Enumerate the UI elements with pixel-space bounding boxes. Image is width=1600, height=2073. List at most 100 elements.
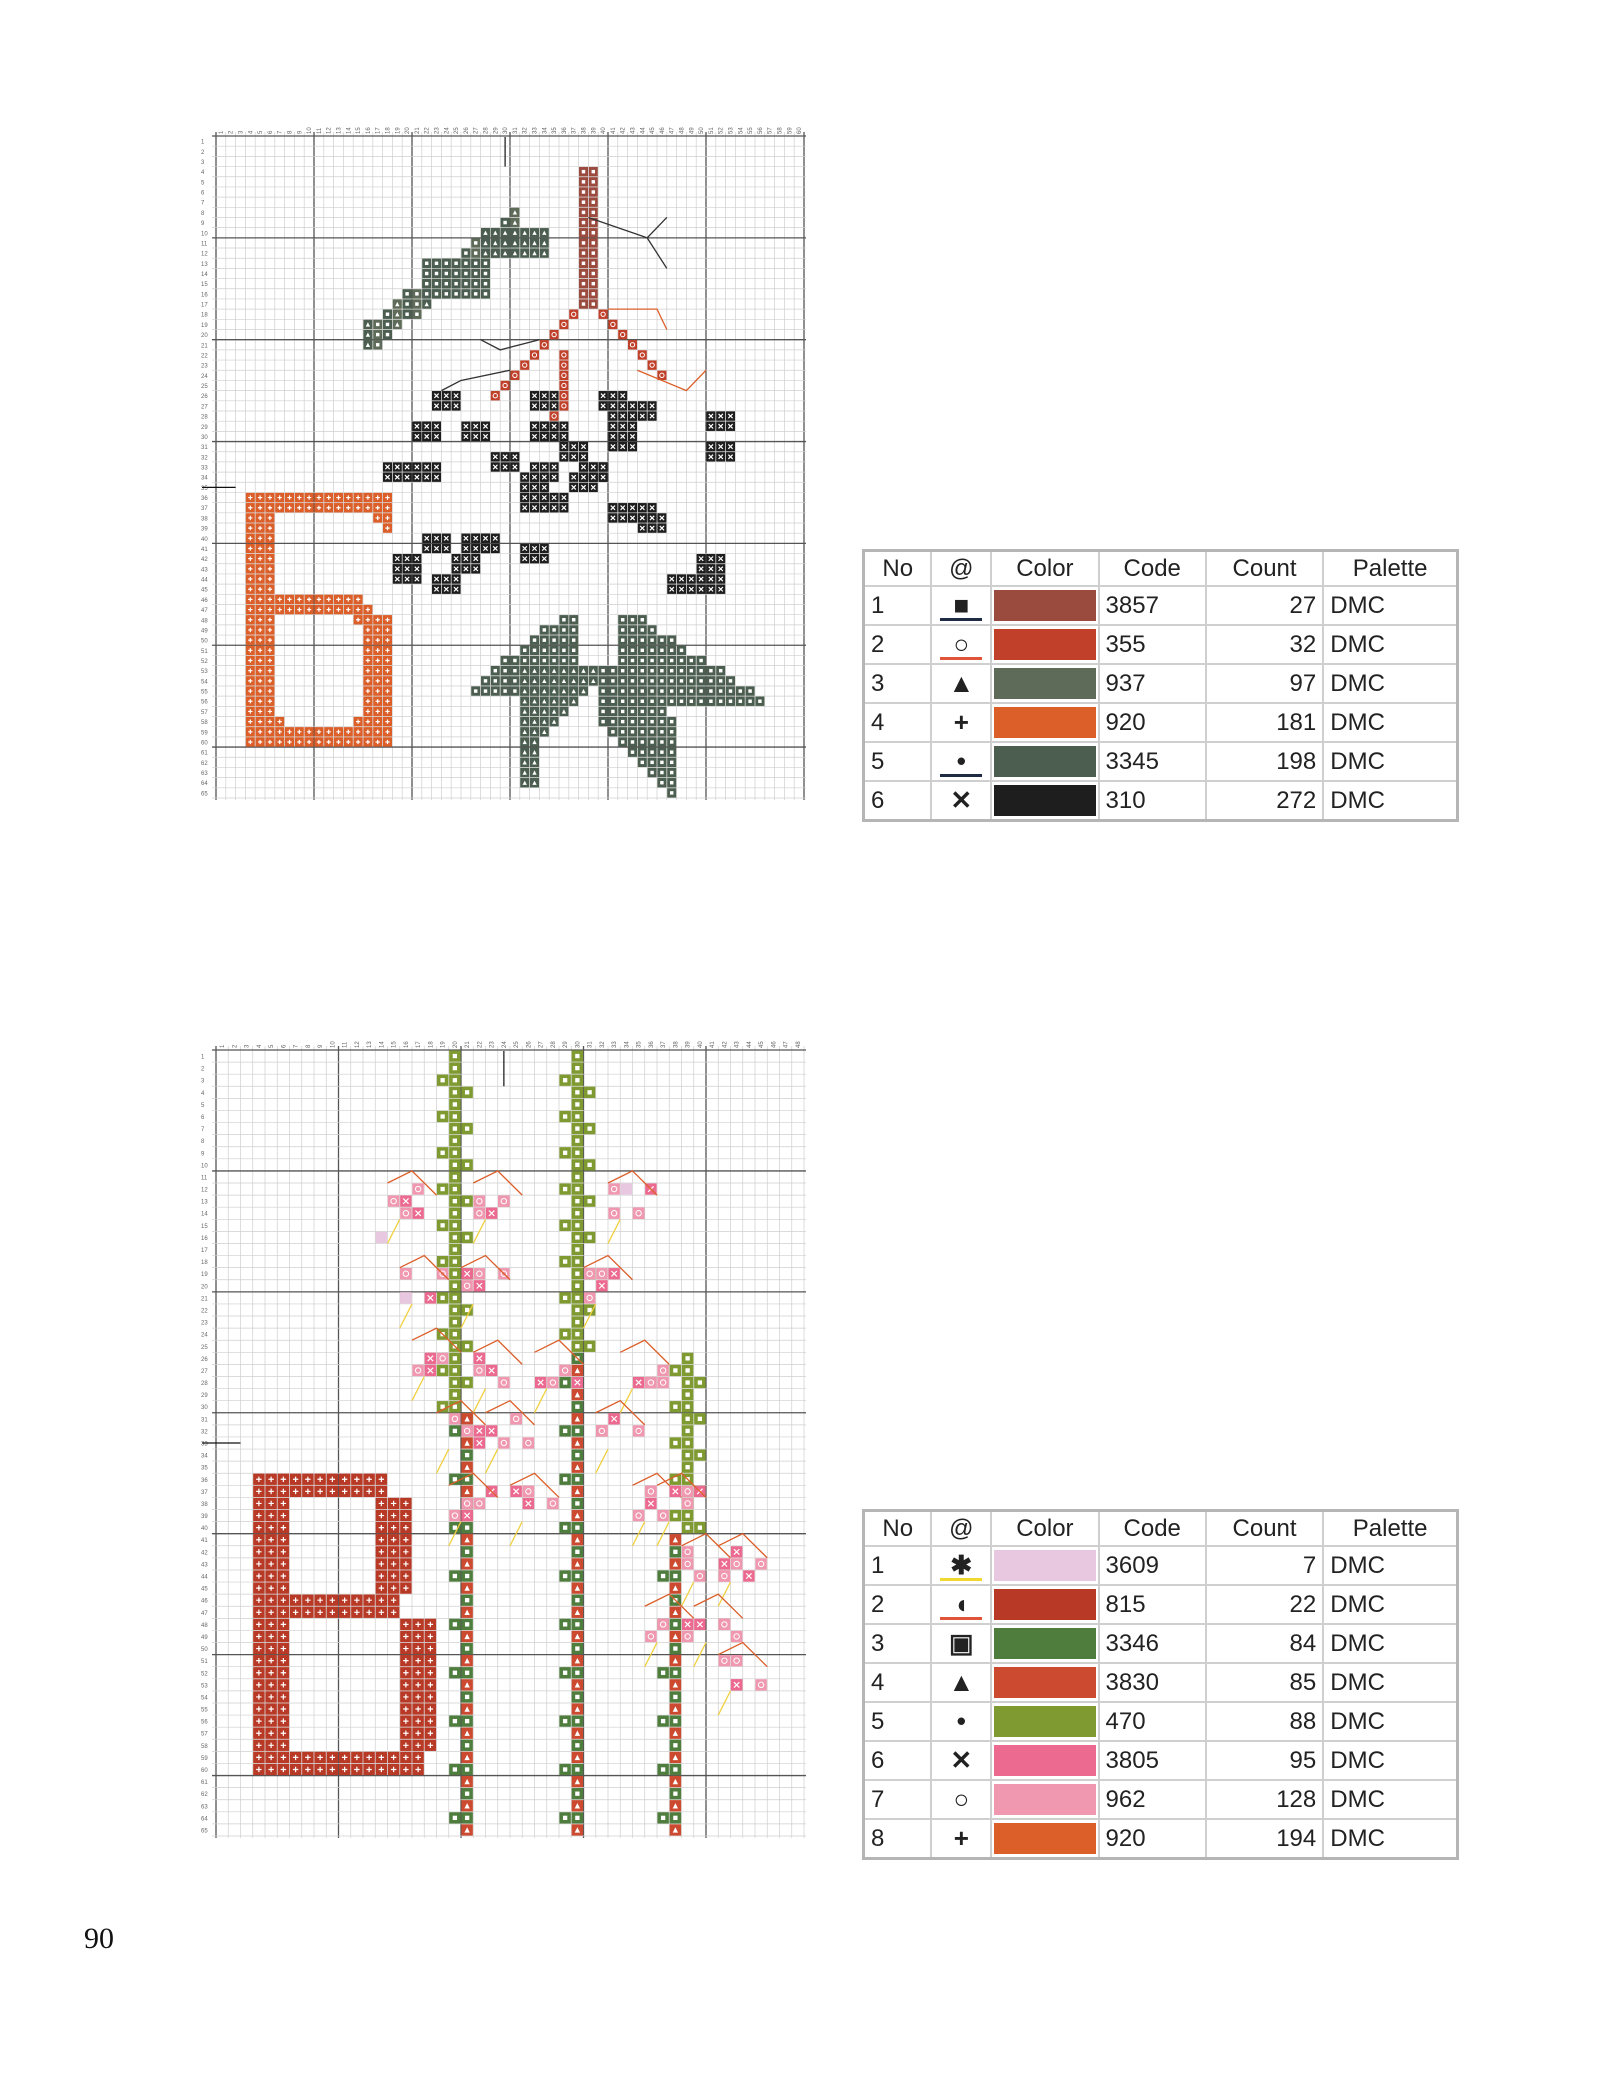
stitch — [657, 1364, 669, 1377]
stitch — [473, 1207, 486, 1219]
row-ruler-label: 9 — [201, 221, 205, 227]
column-ruler-label: 8 — [288, 130, 294, 134]
thread-code: 815 — [1097, 1584, 1207, 1625]
column-ruler-label: 21 — [415, 127, 421, 134]
stitch — [608, 1183, 620, 1195]
column-ruler-label: 53 — [729, 127, 735, 134]
grid-lines — [212, 132, 806, 800]
row-ruler-label: 40 — [201, 1526, 208, 1532]
column-ruler-label: 7 — [278, 130, 284, 134]
backstitch-line — [533, 1388, 548, 1414]
row-ruler-label: 20 — [201, 333, 208, 339]
stitch — [436, 1352, 449, 1364]
stitch — [461, 1497, 473, 1510]
row-number: 4 — [862, 1662, 933, 1703]
backstitch-line — [637, 369, 707, 392]
stitch-count: 85 — [1204, 1662, 1325, 1703]
stitch — [559, 360, 569, 370]
row-ruler-label: 37 — [201, 506, 208, 512]
cross-icon: ✕ — [930, 780, 993, 822]
row-ruler-label: 30 — [201, 435, 208, 441]
column-ruler-label: 20 — [405, 127, 411, 134]
page-number: 90 — [84, 1922, 114, 1955]
header-code: Code — [1097, 1509, 1207, 1547]
column-ruler-label: 47 — [670, 127, 676, 134]
symbol-glyph: ■ — [953, 590, 970, 620]
column-ruler-label: 31 — [513, 127, 519, 134]
stitch — [461, 1425, 473, 1437]
color-swatch-cell — [990, 624, 1100, 665]
column-ruler-label: 25 — [514, 1041, 520, 1048]
row-ruler-label: 58 — [201, 1744, 208, 1750]
column-ruler-label: 29 — [563, 1041, 569, 1048]
row-number: 2 — [862, 1584, 933, 1625]
stitch — [598, 309, 608, 319]
backstitch-line — [595, 1448, 609, 1474]
color-swatch — [994, 629, 1096, 660]
row-ruler-label: 46 — [201, 598, 208, 604]
row-ruler-label: 52 — [201, 1671, 208, 1677]
row-ruler-label: 14 — [201, 1212, 208, 1218]
stitch — [400, 1207, 412, 1219]
stitch — [596, 1425, 608, 1437]
column-ruler-label: 39 — [686, 1041, 692, 1048]
column-ruler-label: 60 — [797, 127, 803, 134]
color-swatch-cell — [990, 1662, 1100, 1703]
row-ruler-label: 46 — [201, 1599, 208, 1605]
stitch — [681, 1558, 694, 1570]
stitch — [449, 1413, 461, 1425]
grid-lines — [212, 1046, 806, 1838]
row-ruler-label: 24 — [201, 374, 208, 380]
row-ruler-label: 27 — [201, 404, 208, 410]
column-ruler-label: 56 — [758, 127, 764, 134]
row-ruler-label: 59 — [201, 730, 208, 736]
stitch — [387, 1195, 400, 1207]
row-ruler-label: 65 — [201, 791, 208, 797]
stitch-count: 27 — [1204, 585, 1325, 626]
row-ruler-label: 37 — [201, 1490, 208, 1496]
row-ruler-label: 26 — [201, 394, 208, 400]
palette: DMC — [1322, 1818, 1459, 1860]
color-swatch — [994, 590, 1096, 621]
column-ruler-label: 45 — [650, 127, 656, 134]
row-ruler-label: 8 — [201, 211, 205, 217]
column-ruler-label: 57 — [768, 127, 774, 134]
row-ruler-label: 53 — [201, 1683, 208, 1689]
column-ruler-label: 2 — [232, 1044, 238, 1048]
row-ruler-label: 5 — [201, 1103, 205, 1109]
row-ruler-label: 62 — [201, 761, 208, 767]
column-ruler-label: 15 — [356, 127, 362, 134]
dot-icon: • — [930, 1701, 993, 1742]
stitch — [632, 1425, 645, 1437]
stitch — [730, 1630, 743, 1643]
backstitch-line — [656, 1521, 670, 1547]
backstitch-line — [509, 1521, 523, 1547]
column-ruler-label: 48 — [796, 1041, 802, 1048]
row-number: 3 — [862, 663, 933, 704]
backstitch-line — [448, 1472, 499, 1498]
table-row: 7 ○ 962 128 DMC — [862, 1779, 1459, 1820]
thread-code: 920 — [1097, 1818, 1207, 1860]
column-ruler-label: 35 — [637, 1041, 643, 1048]
color-swatch-cell — [990, 663, 1100, 704]
stitch — [730, 1558, 743, 1570]
symbol-underline — [940, 774, 983, 777]
row-ruler-label: 48 — [201, 1623, 208, 1629]
column-ruler-label: 42 — [722, 1041, 728, 1048]
column-ruler-label: 22 — [425, 127, 431, 134]
symbol-glyph: ◖ — [953, 1589, 970, 1619]
color-swatch-cell — [990, 1701, 1100, 1742]
row-ruler-label: 25 — [201, 384, 208, 390]
column-ruler-label: 41 — [611, 127, 617, 134]
row-ruler-label: 50 — [201, 1647, 208, 1653]
stitch — [473, 1364, 486, 1377]
backstitch-line — [608, 308, 668, 330]
stitch — [498, 1376, 510, 1389]
row-ruler-label: 63 — [201, 771, 208, 777]
table-row: 3 ▣ 3346 84 DMC — [862, 1623, 1459, 1664]
stitch — [539, 340, 549, 350]
stitch — [632, 1207, 645, 1219]
row-ruler-label: 61 — [201, 751, 208, 757]
column-ruler-label: 24 — [502, 1041, 508, 1048]
stitch — [596, 1268, 608, 1280]
